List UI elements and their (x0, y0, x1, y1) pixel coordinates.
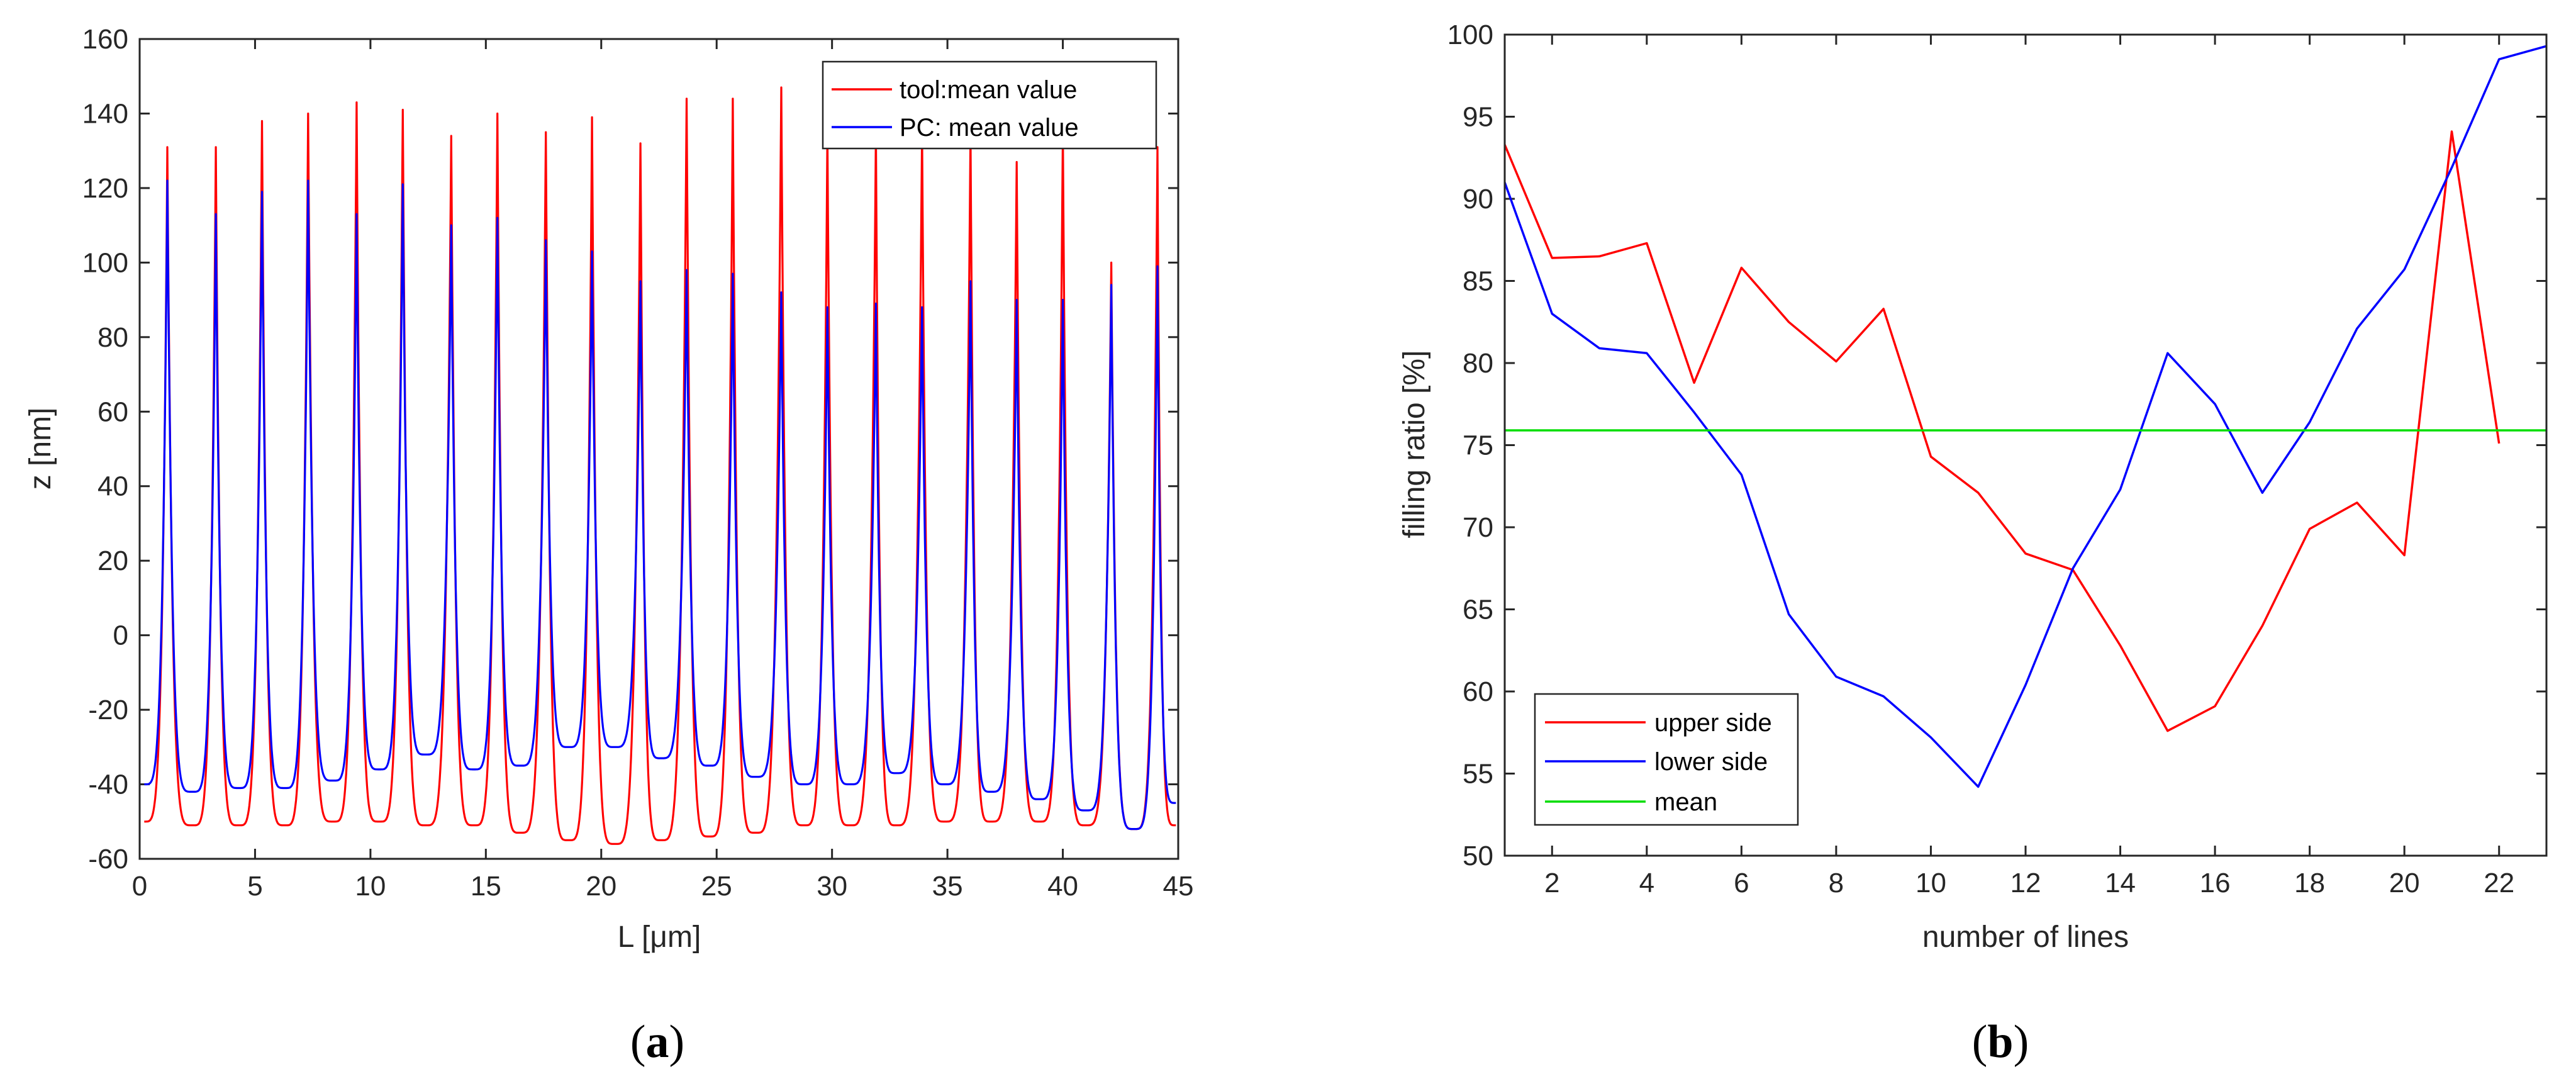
b-y-tick-label: 75 (1463, 430, 1493, 461)
chart-b-legend-label-lower: lower side (1654, 748, 1768, 776)
chart-a: 0 5 10 15 20 25 30 35 40 45 -60 -40 -20 0 20 40 60 80 100… (24, 24, 1193, 954)
chart-a-plot-area (140, 39, 1178, 859)
chart-b-frame (1503, 33, 2548, 857)
a-y-tick-label: 100 (82, 247, 128, 278)
a-y-tick-label: 80 (98, 322, 128, 353)
a-y-tick-label: -40 (88, 769, 128, 800)
chart-b-x-axis-label: number of lines (1922, 920, 2129, 954)
panel-letter-a: a (646, 1016, 669, 1068)
a-y-tick-label: 120 (82, 173, 128, 204)
chart-b-series-line-lower (1503, 45, 2547, 788)
a-y-tick-label: 20 (98, 546, 128, 576)
a-y-tick-label: 60 (98, 396, 128, 427)
chart-a-y-ticks: -60 -40 -20 0 20 40 60 80 100 120 140 160 (82, 24, 1178, 875)
chart-b-legend-box (1534, 693, 1799, 826)
b-y-tick-label: 85 (1463, 266, 1493, 297)
b-x-tick-label: 18 (2294, 868, 2325, 898)
a-x-tick-label: 45 (1163, 871, 1194, 902)
b-y-tick-label: 60 (1463, 676, 1493, 707)
b-y-tick-label: 70 (1463, 512, 1493, 543)
chart-b-y-ticks: 50 55 60 65 70 75 80 85 90 95 100 (1447, 20, 2546, 871)
chart-a-x-ticks: 0 5 10 15 20 25 30 35 40 45 (132, 39, 1194, 902)
chart-a-y-axis-label: z [nm] (24, 408, 57, 490)
b-y-tick-label: 90 (1463, 184, 1493, 215)
b-x-tick-label: 20 (2389, 868, 2420, 898)
b-x-tick-label: 10 (1915, 868, 1946, 898)
b-y-tick-label: 80 (1463, 348, 1493, 379)
chart-a-x-axis-label: L [μm] (618, 920, 701, 954)
a-x-tick-label: 35 (932, 871, 963, 902)
b-x-tick-label: 14 (2105, 868, 2136, 898)
a-y-tick-label: 160 (82, 24, 128, 55)
b-x-tick-label: 4 (1639, 868, 1654, 898)
a-x-tick-label: 40 (1047, 871, 1078, 902)
b-x-tick-label: 22 (2484, 868, 2514, 898)
chart-b-legend-label-mean: mean (1654, 788, 1717, 816)
a-x-tick-label: 10 (355, 871, 386, 902)
b-y-tick-label: 95 (1463, 102, 1493, 133)
chart-b-series (1503, 45, 2547, 788)
a-x-tick-label: 0 (132, 871, 147, 902)
panel-letter-b: b (1987, 1016, 2013, 1068)
a-x-tick-label: 15 (471, 871, 501, 902)
b-y-tick-label: 100 (1447, 20, 1493, 50)
chart-a-frame (138, 38, 1179, 860)
a-y-tick-label: -20 (88, 695, 128, 725)
a-y-tick-label: 0 (113, 620, 128, 651)
panel-label-b: (b) (1972, 1016, 2029, 1068)
b-y-tick-label: 65 (1463, 595, 1493, 625)
chart-b-y-axis-label: filling ratio [%] (1398, 350, 1431, 539)
panel-label-a: (a) (630, 1016, 684, 1068)
a-x-tick-label: 5 (247, 871, 262, 902)
chart-a-series-line-pc (143, 179, 1177, 831)
chart-a-legend-label-tool: tool:mean value (900, 76, 1077, 104)
chart-b-legend: upper side lower side mean (1534, 693, 1799, 826)
chart-a-legend-label-pc: PC: mean value (900, 114, 1079, 142)
b-y-tick-label: 50 (1463, 841, 1493, 871)
b-x-tick-label: 2 (1544, 868, 1559, 898)
b-x-tick-label: 16 (2200, 868, 2231, 898)
a-x-tick-label: 25 (701, 871, 732, 902)
a-x-tick-label: 20 (586, 871, 616, 902)
b-y-tick-label: 55 (1463, 759, 1493, 790)
b-x-tick-label: 6 (1734, 868, 1749, 898)
chart-b-legend-label-upper: upper side (1654, 709, 1772, 737)
chart-b-series-line-upper (1503, 130, 2501, 732)
a-y-tick-label: 40 (98, 471, 128, 502)
chart-a-legend-box (822, 60, 1157, 150)
chart-b-x-ticks: 2 4 6 8 10 12 14 16 18 20 22 (1544, 35, 2514, 898)
b-x-tick-label: 8 (1829, 868, 1844, 898)
chart-a-legend: tool:mean value PC: mean value (822, 60, 1157, 150)
a-x-tick-label: 30 (817, 871, 847, 902)
chart-b: 2 4 6 8 10 12 14 16 18 20 22 50 55 60 65 70 75 80 85 90 95 1… (1398, 20, 2548, 954)
b-x-tick-label: 12 (2010, 868, 2041, 898)
a-y-tick-label: -60 (88, 844, 128, 875)
a-y-tick-label: 140 (82, 98, 128, 129)
